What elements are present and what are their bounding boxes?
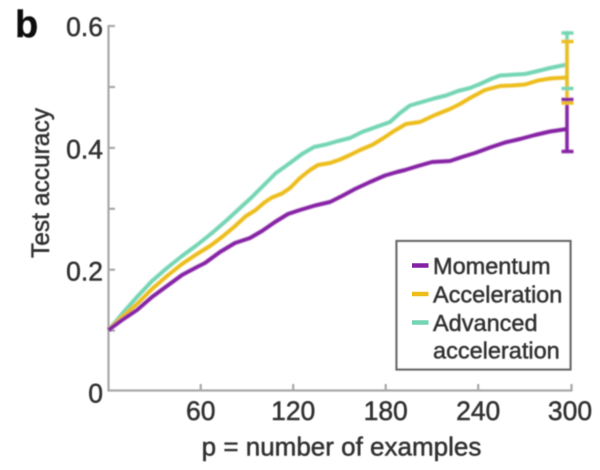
svg-text:Test accuracy: Test accuracy xyxy=(27,108,55,258)
svg-text:120: 120 xyxy=(271,396,315,426)
svg-text:60: 60 xyxy=(186,396,215,426)
svg-text:Momentum: Momentum xyxy=(433,253,551,279)
svg-text:p = number of examples: p = number of examples xyxy=(202,432,482,462)
svg-text:Advanced: Advanced xyxy=(433,310,538,336)
svg-text:Acceleration: Acceleration xyxy=(433,282,562,308)
svg-text:240: 240 xyxy=(456,396,500,426)
svg-text:acceleration: acceleration xyxy=(433,338,560,364)
svg-text:0: 0 xyxy=(88,379,103,409)
svg-text:0.2: 0.2 xyxy=(66,257,103,287)
svg-text:180: 180 xyxy=(364,396,408,426)
svg-text:0.4: 0.4 xyxy=(66,135,103,165)
svg-text:0.6: 0.6 xyxy=(66,12,103,42)
svg-text:b: b xyxy=(15,4,38,46)
svg-text:300: 300 xyxy=(548,396,592,426)
